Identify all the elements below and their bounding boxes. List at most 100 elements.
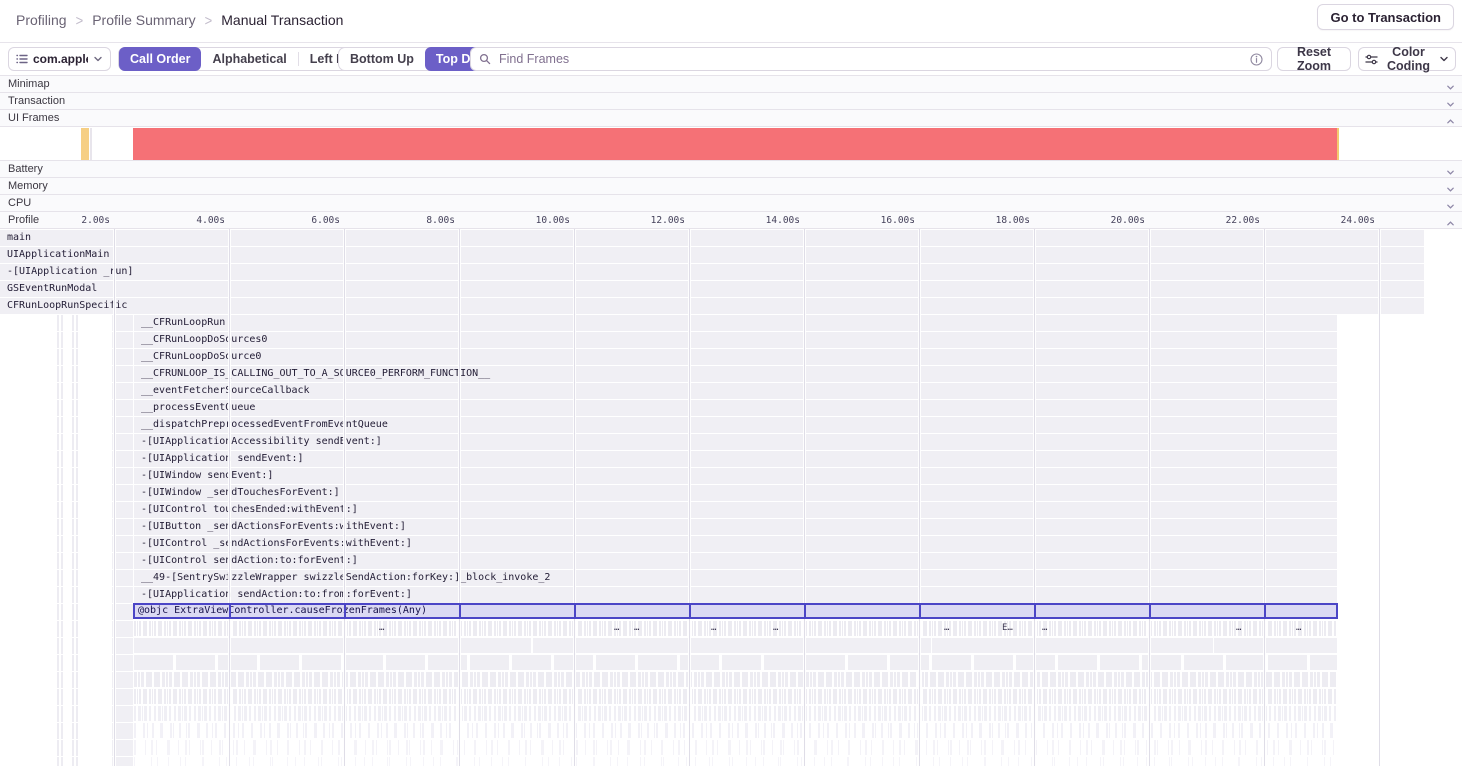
chevron-down-icon	[1446, 79, 1455, 97]
flame-frame[interactable]: CFRunLoopRunSpecific	[0, 298, 1424, 314]
frame-label: -[UIWindow _sendTouchesForEvent:]	[141, 487, 340, 498]
truncated-frame-label[interactable]: …	[711, 623, 717, 633]
truncated-frame-label[interactable]: …	[944, 623, 950, 633]
flame-frame[interactable]: __processEventQueue	[134, 400, 1337, 416]
flame-frame-narrow[interactable]	[72, 315, 74, 766]
flame-frame[interactable]: -[UIApplication sendAction:to:from:forEv…	[134, 587, 1337, 603]
frame-label: GSEventRunModal	[7, 283, 98, 294]
flame-frame-narrow[interactable]	[57, 315, 59, 766]
flame-frame-cluster[interactable]	[134, 723, 1337, 738]
frame-label: -[UIControl _sendActionsForEvents:withEv…	[141, 538, 412, 549]
section-battery[interactable]: Battery	[0, 160, 1462, 177]
flame-frame[interactable]: -[UIControl sendAction:to:forEvent:]	[134, 553, 1337, 569]
gridline	[1148, 229, 1151, 766]
flame-frame[interactable]: __dispatchPreprocessedEventFromEventQueu…	[134, 417, 1337, 433]
section-memory[interactable]: Memory	[0, 177, 1462, 194]
thread-selector-dropdown[interactable]: com.apple....	[8, 47, 111, 71]
go-to-transaction-button[interactable]: Go to Transaction	[1317, 4, 1454, 30]
flamegraph-canvas[interactable]: main UIApplicationMain -[UIApplication _ru…	[0, 229, 1462, 766]
flame-frame-cluster[interactable]	[134, 706, 1337, 721]
chevron-down-icon	[1446, 164, 1455, 182]
flame-frame-cluster[interactable]	[134, 757, 1337, 766]
truncated-frame-label[interactable]: …	[634, 623, 640, 633]
flame-frame[interactable]: __CFRunLoopDoSources0	[134, 332, 1337, 348]
section-cpu[interactable]: CPU	[0, 194, 1462, 211]
flame-frame[interactable]: -[UIApplicationAccessibility sendEvent:]	[134, 434, 1337, 450]
axis-tick: 16.00s	[880, 215, 915, 226]
flame-frame[interactable]: __CFRUNLOOP_IS_CALLING_OUT_TO_A_SOURCE0_…	[134, 366, 1337, 382]
flame-frame[interactable]: -[UIWindow _sendTouchesForEvent:]	[134, 485, 1337, 501]
search-input[interactable]	[497, 51, 1244, 67]
sort-alphabetical-button[interactable]: Alphabetical	[201, 47, 297, 71]
flame-frame-cluster[interactable]	[134, 689, 1337, 704]
flame-frame-cluster[interactable]	[134, 621, 1337, 636]
axis-tick: 20.00s	[1110, 215, 1145, 226]
reset-zoom-button[interactable]: Reset Zoom	[1277, 45, 1351, 73]
section-label: Memory	[8, 180, 48, 192]
section-label: Transaction	[8, 95, 66, 107]
truncated-frame-label[interactable]: …	[1296, 623, 1302, 633]
flame-frame-cluster[interactable]	[134, 740, 1337, 755]
truncated-frame-label[interactable]: …	[614, 623, 620, 633]
gridline	[1378, 229, 1381, 766]
selected-frame-label: @objc ExtraViewController.causeFrozenFra…	[138, 605, 427, 616]
info-icon[interactable]	[1250, 52, 1263, 66]
search-icon	[479, 53, 491, 65]
flame-frame[interactable]: -[UIControl touchesEnded:withEvent:]	[134, 502, 1337, 518]
gridline	[1263, 229, 1266, 766]
flame-frame-cluster[interactable]	[134, 638, 1337, 653]
axis-tick: 4.00s	[196, 215, 225, 226]
section-profile[interactable]: Profile 2.00s 4.00s 6.00s 8.00s 10.00s 12.00s…	[0, 211, 1462, 229]
frame-segment-divider	[229, 603, 231, 619]
frozen-frame-bar[interactable]	[133, 128, 1337, 160]
flamegraph-toolbar: com.apple.... Call Order Alphabetical Le…	[0, 44, 1462, 75]
truncated-frame-label[interactable]: …	[1042, 623, 1048, 633]
bottom-up-button[interactable]: Bottom Up	[339, 47, 425, 71]
frame-segment-divider	[1264, 603, 1266, 619]
flame-frame[interactable]: __CFRunLoopDoSource0	[134, 349, 1337, 365]
slow-frame-bar[interactable]	[81, 128, 89, 160]
frame-segment-divider	[344, 603, 346, 619]
section-transaction[interactable]: Transaction	[0, 92, 1462, 109]
flame-frame-cluster[interactable]	[134, 672, 1337, 687]
flame-frame[interactable]: -[UIControl _sendActionsForEvents:withEv…	[134, 536, 1337, 552]
flame-frame[interactable]: -[UIWindow sendEvent:]	[134, 468, 1337, 484]
flame-frame[interactable]: UIApplicationMain	[0, 247, 1424, 263]
flame-frame[interactable]: GSEventRunModal	[0, 281, 1424, 297]
flame-frame[interactable]: __49-[SentrySwizzleWrapper swizzleSendAc…	[134, 570, 1337, 586]
breadcrumb-separator-icon: >	[204, 11, 213, 29]
truncated-frame-label[interactable]: …	[1236, 623, 1242, 633]
frame-label: -[UIControl sendAction:to:forEvent:]	[141, 555, 358, 566]
slow-frame-bar[interactable]	[1337, 128, 1339, 160]
section-label: CPU	[8, 197, 32, 209]
breadcrumb-profile-summary[interactable]: Profile Summary	[92, 12, 196, 28]
truncated-frame-label[interactable]: …	[379, 623, 385, 633]
truncated-frame-label[interactable]: E…	[1002, 623, 1013, 633]
flame-frame[interactable]: -[UIApplication _run]	[0, 264, 1424, 280]
flame-frame-cluster[interactable]	[134, 655, 1337, 670]
find-frames-search	[470, 47, 1272, 71]
selected-flame-frame[interactable]: @objc ExtraViewController.causeFrozenFra…	[133, 603, 1338, 619]
color-coding-dropdown[interactable]: Color Coding	[1358, 45, 1456, 73]
flame-frame[interactable]: __CFRunLoopRun	[134, 315, 1337, 331]
frame-label: UIApplicationMain	[7, 249, 110, 260]
breadcrumb-profiling[interactable]: Profiling	[16, 12, 67, 28]
flame-frame[interactable]: -[UIApplication sendEvent:]	[134, 451, 1337, 467]
frame-label: CFRunLoopRunSpecific	[7, 300, 128, 311]
flame-frame-narrow[interactable]	[61, 315, 63, 766]
frame-segment-divider	[919, 603, 921, 619]
section-ui-frames[interactable]: UI Frames	[0, 109, 1462, 126]
truncated-frame-label[interactable]: …	[773, 623, 779, 633]
flame-frame-narrow[interactable]	[76, 315, 78, 766]
frame-divider	[90, 128, 92, 160]
flame-frame[interactable]: -[UIButton _sendActionsForEvents:withEve…	[134, 519, 1337, 535]
frame-segment-divider	[1034, 603, 1036, 619]
section-minimap[interactable]: Minimap	[0, 75, 1462, 92]
flame-frame[interactable]: __eventFetcherSourceCallback	[134, 383, 1337, 399]
frame-label: -[UIButton _sendActionsForEvents:withEve…	[141, 521, 406, 532]
gridline	[343, 229, 346, 766]
flame-frame[interactable]: main	[0, 230, 1424, 246]
flame-frame-narrow[interactable]	[112, 315, 133, 766]
frame-label: -[UIWindow sendEvent:]	[141, 470, 274, 481]
sort-call-order-button[interactable]: Call Order	[119, 47, 202, 71]
